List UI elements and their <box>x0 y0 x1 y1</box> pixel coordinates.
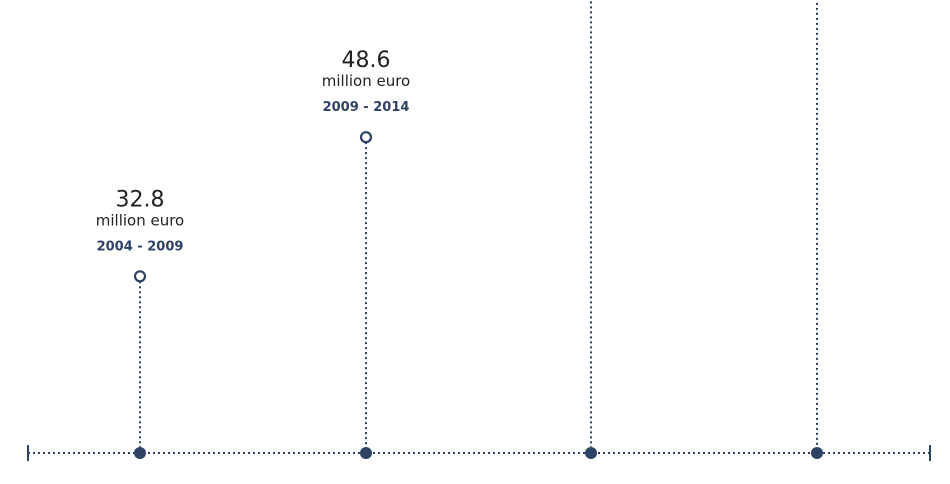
value-marker <box>359 131 373 144</box>
value-label: 32.8 <box>116 187 165 212</box>
value-marker <box>133 270 147 283</box>
unit-label: million euro <box>96 211 184 229</box>
baseline-dot <box>360 447 372 459</box>
value-label: 48.6 <box>342 48 391 73</box>
baseline-dot <box>585 447 597 459</box>
unit-label: million euro <box>322 72 410 90</box>
baseline-dot <box>811 447 823 459</box>
baseline-dot <box>134 447 146 459</box>
period-label: 2004 - 2009 <box>97 239 184 254</box>
period-label: 2009 - 2014 <box>323 100 410 115</box>
